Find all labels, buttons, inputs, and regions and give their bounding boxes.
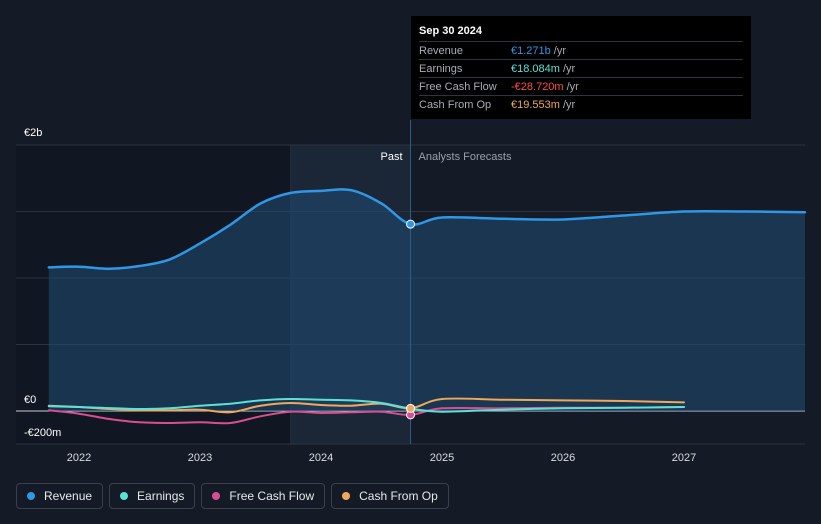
- tooltip-row-revenue: Revenue €1.271b /yr: [419, 41, 743, 59]
- cash-from-op-line: [47, 397, 685, 414]
- x-tick-2027: 2027: [672, 452, 696, 464]
- revenue-area: [48, 189, 805, 411]
- forecast-label: Analysts Forecasts: [419, 151, 512, 163]
- legend-label: Cash From Op: [359, 489, 438, 503]
- legend-item-free-cash-flow[interactable]: Free Cash Flow: [201, 483, 326, 509]
- tooltip-date: Sep 30 2024: [419, 25, 482, 37]
- revenue-line: [47, 188, 807, 270]
- x-tick-2022: 2022: [67, 452, 91, 464]
- legend: Revenue Earnings Free Cash Flow Cash Fro…: [16, 483, 449, 509]
- legend-item-revenue[interactable]: Revenue: [16, 483, 104, 509]
- tooltip-label: Cash From Op: [419, 98, 492, 111]
- x-tick-2026: 2026: [551, 452, 575, 464]
- legend-item-cash-from-op[interactable]: Cash From Op: [331, 483, 449, 509]
- tooltip-unit: /yr: [566, 80, 579, 93]
- legend-dot-icon: [27, 492, 35, 500]
- tooltip-row-earnings: Earnings €18.084m /yr: [419, 59, 743, 77]
- tooltip-label: Earnings: [419, 62, 463, 75]
- legend-label: Earnings: [137, 489, 185, 503]
- tooltip-row-cash-from-op: Cash From Op €19.553m /yr: [419, 95, 743, 113]
- tooltip-label: Revenue: [419, 44, 464, 57]
- y-label-zero: €0: [24, 394, 36, 406]
- tooltip-unit: /yr: [562, 98, 576, 111]
- x-tick-2024: 2024: [309, 452, 333, 464]
- legend-dot-icon: [342, 492, 351, 500]
- tooltip-value: -€28.720m: [511, 80, 564, 93]
- tooltip-row-free-cash-flow: Free Cash Flow -€28.720m /yr: [419, 77, 743, 95]
- x-tick-2025: 2025: [430, 452, 454, 464]
- tooltip: Sep 30 2024 Revenue €1.271b /yr Earnings…: [411, 16, 751, 119]
- tooltip-unit: /yr: [562, 62, 576, 75]
- revenue-marker: [406, 219, 416, 229]
- legend-label: Revenue: [44, 489, 93, 503]
- tooltip-value: €19.553m: [511, 98, 560, 111]
- legend-dot-icon: [120, 492, 129, 500]
- legend-label: Free Cash Flow: [229, 489, 315, 503]
- tooltip-value: €1.271b: [511, 44, 551, 57]
- past-label: Past: [381, 151, 403, 163]
- tooltip-label: Free Cash Flow: [419, 80, 497, 93]
- cash-from-op-marker: [406, 403, 416, 413]
- y-label-top: €2b: [24, 127, 42, 139]
- y-label-bottom: -€200m: [24, 427, 61, 439]
- tooltip-unit: /yr: [553, 44, 566, 57]
- earnings-line: [47, 397, 685, 413]
- legend-item-earnings[interactable]: Earnings: [109, 483, 196, 509]
- free-cash-flow-line: [47, 406, 685, 425]
- chart-area: €2b €0 -€200m Past Analysts Forecasts 2022 202…: [16, 120, 807, 464]
- x-tick-2023: 2023: [188, 452, 212, 464]
- legend-dot-icon: [212, 492, 221, 500]
- tooltip-value: €18.084m: [511, 62, 560, 75]
